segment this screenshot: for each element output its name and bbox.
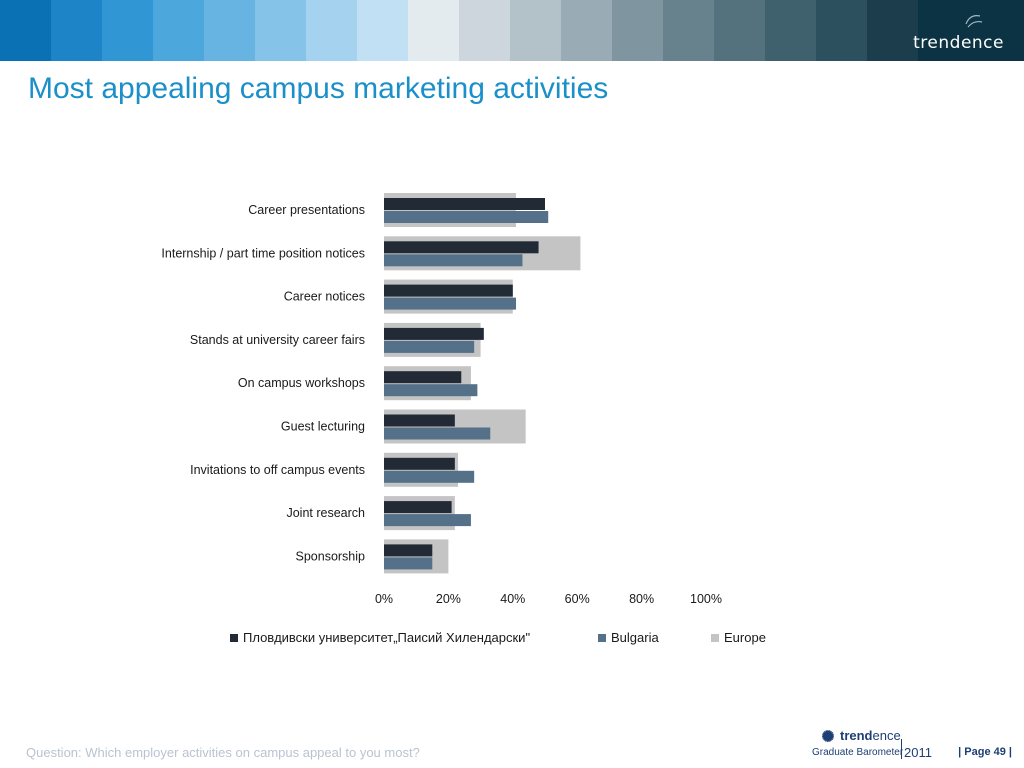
bar-plovdiv (384, 371, 462, 384)
bar-bulgaria (384, 557, 433, 570)
footer-logo: trendence Graduate Barometer 2011 (812, 727, 942, 763)
header-stripe (816, 0, 867, 61)
legend-label-bulgaria: Bulgaria (611, 630, 659, 645)
x-tick-label: 80% (629, 592, 654, 606)
header-stripe (306, 0, 357, 61)
bar-plovdiv (384, 198, 545, 210)
footer-logo-year: 2011 (904, 745, 932, 760)
header-stripe (153, 0, 204, 61)
bar-bulgaria (384, 470, 475, 483)
bar-bulgaria (384, 427, 491, 440)
bar-plovdiv (384, 544, 433, 557)
x-tick-label: 0% (375, 592, 393, 606)
bar-bulgaria (384, 384, 478, 397)
header-stripe (867, 0, 918, 61)
legend-label-plovdiv: Пловдивски университет„Паисий Хилендарск… (243, 630, 531, 645)
header-stripe (0, 0, 51, 61)
category-label: Joint research (286, 506, 365, 520)
bar-plovdiv (384, 414, 455, 427)
footer-logo-word: trendence (840, 728, 901, 743)
header-stripe (612, 0, 663, 61)
legend-item-europe: Europe (711, 630, 766, 645)
header-stripe (510, 0, 561, 61)
trendence-mark-icon (965, 15, 983, 28)
bar-plovdiv (384, 457, 455, 470)
header-stripe (408, 0, 459, 61)
footer-logo-divider (901, 739, 902, 759)
page-number: | Page 49 | (958, 746, 1012, 758)
header-stripe (102, 0, 153, 61)
bar-plovdiv (384, 327, 484, 340)
bar-bulgaria (384, 297, 517, 310)
brand-logo: trendence (913, 33, 1004, 53)
category-label: Internship / part time position notices (161, 246, 365, 260)
category-label: Career presentations (248, 203, 365, 217)
legend-swatch-europe (711, 633, 719, 642)
page-title: Most appealing campus marketing activiti… (28, 72, 609, 105)
bar-bulgaria (384, 254, 523, 267)
legend-swatch-plovdiv (230, 633, 238, 642)
chart-legend: Пловдивски университет„Паисий Хилендарск… (230, 630, 766, 645)
bar-bulgaria (384, 211, 549, 223)
footer-logo-subtitle: Graduate Barometer (812, 747, 904, 758)
header-stripe (459, 0, 510, 61)
bar-bulgaria (384, 514, 471, 527)
bar-bulgaria (384, 340, 475, 353)
bar-plovdiv (384, 284, 513, 297)
header-stripe (51, 0, 102, 61)
header-stripe (561, 0, 612, 61)
footer-question: Question: Which employer activities on c… (26, 745, 420, 760)
header-stripe (765, 0, 816, 61)
header-stripe (255, 0, 306, 61)
header-stripe (663, 0, 714, 61)
category-label: Career notices (284, 290, 365, 304)
header-stripe (204, 0, 255, 61)
footer-logo-word-bold: trend (840, 728, 873, 743)
x-tick-label: 20% (436, 592, 461, 606)
x-tick-label: 60% (565, 592, 590, 606)
legend-swatch-bulgaria (598, 633, 606, 642)
footer-logo-word-rest: ence (872, 728, 901, 743)
bar-plovdiv (384, 501, 452, 514)
bar-plovdiv (384, 241, 539, 254)
legend-item-plovdiv: Пловдивски университет„Паисий Хилендарск… (230, 630, 598, 645)
category-label: Sponsorship (296, 549, 366, 563)
header-stripe (918, 0, 1024, 61)
x-tick-label: 100% (690, 592, 722, 606)
category-label: On campus workshops (238, 376, 365, 390)
x-tick-label: 40% (500, 592, 525, 606)
header-stripe (714, 0, 765, 61)
header-stripe (357, 0, 408, 61)
category-label: Invitations to off campus events (190, 463, 365, 477)
legend-item-bulgaria: Bulgaria (598, 630, 711, 645)
globe-icon (822, 730, 834, 742)
header-banner (0, 0, 1024, 61)
legend-label-europe: Europe (724, 630, 766, 645)
category-label: Guest lecturing (281, 420, 365, 434)
category-label: Stands at university career fairs (190, 333, 365, 347)
